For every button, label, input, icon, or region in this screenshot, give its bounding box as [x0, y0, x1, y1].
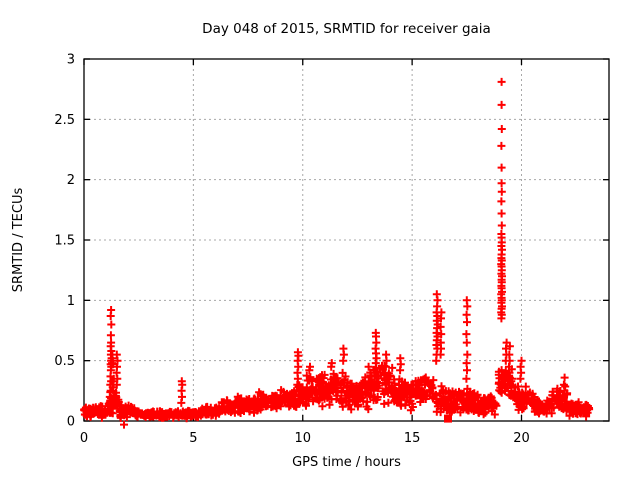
data-points-path [80, 77, 594, 429]
axis-ticks [83, 58, 609, 422]
y-tick-label: 1 [67, 294, 75, 309]
y-tick-label: 2.5 [54, 113, 75, 128]
tick-labels: 0 5 10 15 20 0 0.5 1 1.5 2 2.5 3 [54, 53, 529, 447]
y-tick-label: 3 [67, 53, 75, 68]
y-tick-label: 0.5 [54, 354, 75, 369]
x-tick-label: 5 [189, 431, 197, 446]
x-axis-label: GPS time / hours [292, 455, 401, 470]
scatter-points [80, 77, 594, 429]
x-tick-label: 0 [80, 431, 88, 446]
y-tick-label: 1.5 [54, 234, 75, 249]
gridlines [84, 59, 609, 421]
y-tick-label: 2 [67, 173, 75, 188]
x-tick-label: 20 [513, 431, 530, 446]
x-tick-label: 10 [294, 431, 311, 446]
square-marker [444, 414, 452, 423]
y-axis-label: SRMTID / TECUs [11, 188, 26, 293]
chart-title: Day 048 of 2015, SRMTID for receiver gai… [202, 21, 491, 37]
x-tick-label: 15 [404, 431, 421, 446]
y-tick-label: 0 [67, 415, 75, 430]
